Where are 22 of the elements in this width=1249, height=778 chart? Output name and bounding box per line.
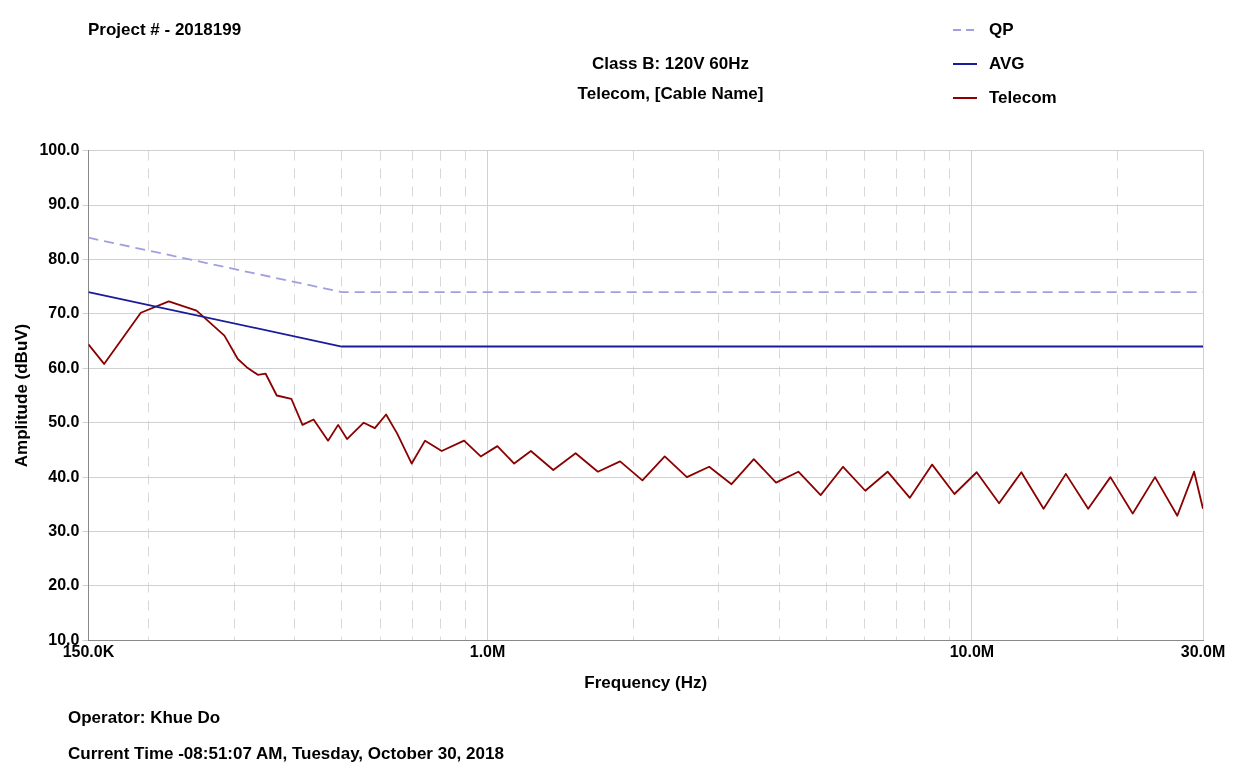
- x-tick-label: 10.0M: [949, 643, 995, 661]
- y-tick-label: 60.0: [48, 358, 80, 376]
- y-axis-title: Amplitude (dBuV): [11, 323, 31, 468]
- y-tick-label: 80.0: [48, 249, 80, 267]
- y-tick-label: 30.0: [48, 521, 80, 539]
- text: Project # - 2018199: [88, 20, 243, 40]
- x-axis-title: Frequency (Hz): [584, 673, 708, 693]
- y-tick-label: 20.0: [48, 576, 80, 594]
- legend-label: QP: [988, 20, 1014, 40]
- y-tick-label: 90.0: [48, 195, 80, 213]
- legend-label: Telecom: [988, 88, 1057, 108]
- legend-label: AVG: [988, 54, 1025, 74]
- text: Operator: Khue Do: [68, 708, 222, 728]
- chart-subtitle: Telecom, [Cable Name]: [577, 84, 764, 104]
- y-tick-label: 100.0: [39, 141, 80, 159]
- x-tick-label: 30.0M: [1180, 643, 1226, 661]
- x-tick-label: 1.0M: [469, 643, 506, 661]
- chart-title: Class B: 120V 60Hz: [591, 54, 750, 74]
- text: Current Time -08:51:07 AM, Tuesday, October 30, 2018: [68, 744, 505, 764]
- y-tick-label: 50.0: [48, 413, 80, 431]
- y-tick-label: 40.0: [48, 467, 80, 485]
- y-tick-label: 70.0: [48, 304, 80, 322]
